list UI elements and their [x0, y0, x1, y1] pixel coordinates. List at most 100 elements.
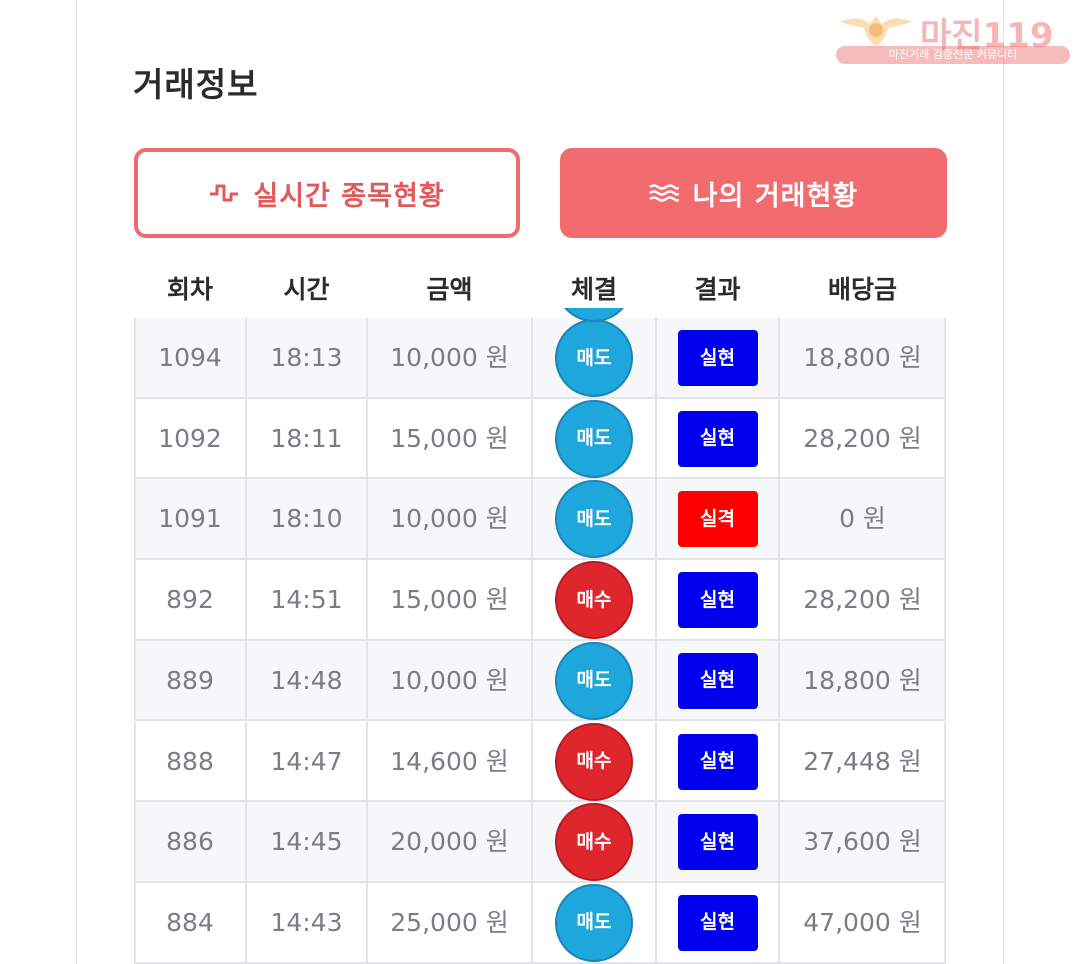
cell-payout: 0 원 — [839, 504, 886, 534]
column-divider — [944, 560, 946, 639]
cell-payout: 37,600 원 — [803, 827, 922, 857]
column-divider — [245, 318, 247, 397]
cell-result: 실현 — [656, 399, 779, 479]
trade-table-body: 1094 18:13 10,000 원 매도 실현 18,800 원 1092 18:11 15… — [134, 318, 946, 964]
sell-badge: 매도 — [555, 480, 633, 559]
column-divider — [944, 318, 946, 397]
cell-round: 884 — [166, 907, 214, 937]
cell-result: 실격 — [656, 479, 779, 559]
cell-payout: 28,200 원 — [803, 585, 922, 615]
column-divider — [245, 882, 247, 962]
my-trades-label: 나의 거래현황 — [692, 180, 859, 212]
sell-badge: 매도 — [555, 319, 633, 397]
my-trades-button[interactable]: 나의 거래현황 — [560, 148, 947, 238]
cell-round: 888 — [166, 746, 214, 776]
cell-payout: 18,800 원 — [803, 343, 922, 372]
column-divider — [531, 560, 533, 639]
column-divider — [531, 318, 533, 397]
table-row: 1094 18:13 10,000 원 매도 실현 18,800 원 — [134, 318, 946, 399]
column-divider — [944, 398, 946, 478]
sell-badge: 매도 — [555, 883, 633, 962]
table-row: 889 14:48 10,000 원 매도 실현 18,800 원 — [134, 640, 946, 722]
cell-trade: 매도 — [532, 883, 656, 963]
cell-round: 889 — [166, 665, 214, 695]
success-badge: 실현 — [677, 572, 758, 629]
cell-trade: 매도 — [532, 479, 656, 559]
cell-trade: 매도 — [532, 399, 656, 479]
cell-time: 14:45 — [270, 827, 343, 857]
table-row: 892 14:51 15,000 원 매수 실현 28,200 원 — [134, 560, 946, 641]
column-divider — [366, 721, 368, 801]
cell-amount: 25,000 원 — [390, 907, 509, 937]
cell-round: 892 — [166, 585, 214, 615]
cell-time: 18:11 — [270, 423, 343, 453]
cell-result: 실현 — [656, 641, 779, 721]
column-divider — [944, 640, 946, 720]
column-divider — [366, 318, 368, 397]
column-divider — [944, 479, 946, 559]
cell-trade: 매도 — [532, 641, 656, 721]
column-divider — [134, 802, 136, 881]
column-divider — [944, 882, 946, 962]
cell-amount: 20,000 원 — [390, 827, 509, 857]
cell-time: 14:48 — [270, 665, 343, 695]
cell-amount: 15,000 원 — [390, 423, 509, 453]
header-round: 회차 — [166, 275, 213, 304]
cell-round: 1094 — [158, 343, 222, 372]
column-divider — [134, 318, 136, 397]
success-badge: 실현 — [677, 814, 758, 871]
success-badge: 실현 — [677, 652, 758, 709]
cell-time: 18:10 — [270, 504, 343, 534]
cell-time: 18:13 — [270, 343, 343, 372]
column-divider — [245, 802, 247, 881]
sell-badge: 매도 — [555, 399, 633, 478]
table-row: 1091 18:10 10,000 원 매도 실격 0 원 — [134, 479, 946, 561]
column-divider — [778, 802, 780, 881]
cell-amount: 10,000 원 — [390, 343, 509, 372]
buy-badge: 매수 — [555, 561, 633, 640]
scrolled-row-indicator — [555, 308, 633, 322]
column-divider — [944, 802, 946, 881]
column-divider — [245, 479, 247, 559]
fail-badge: 실격 — [677, 491, 758, 548]
cell-round: 1092 — [158, 423, 222, 453]
cell-result: 실현 — [656, 722, 779, 802]
column-divider — [134, 479, 136, 559]
cell-time: 14:43 — [270, 907, 343, 937]
table-row: 888 14:47 14,600 원 매수 실현 27,448 원 — [134, 721, 946, 803]
cell-payout: 27,448 원 — [803, 746, 922, 776]
column-divider — [655, 882, 657, 962]
buy-badge: 매수 — [555, 803, 633, 882]
table-header: 회차 시간 금액 체결 결과 배당금 — [134, 262, 946, 318]
column-divider — [245, 398, 247, 478]
column-divider — [655, 640, 657, 720]
cell-result: 실현 — [656, 560, 779, 640]
column-divider — [245, 640, 247, 720]
column-divider — [245, 560, 247, 639]
column-divider — [245, 721, 247, 801]
cell-payout: 47,000 원 — [803, 907, 922, 937]
column-divider — [531, 882, 533, 962]
column-divider — [366, 560, 368, 639]
cell-trade: 매수 — [532, 802, 656, 882]
column-divider — [134, 721, 136, 801]
column-divider — [778, 398, 780, 478]
live-status-button[interactable]: 실시간 종목현황 — [134, 148, 520, 238]
column-divider — [531, 479, 533, 559]
cell-result: 실현 — [656, 883, 779, 963]
column-divider — [778, 882, 780, 962]
cell-amount: 14,600 원 — [390, 746, 509, 776]
sell-badge: 매도 — [555, 641, 633, 720]
cell-trade: 매도 — [532, 318, 656, 398]
column-divider — [655, 721, 657, 801]
column-divider — [134, 560, 136, 639]
column-divider — [366, 802, 368, 881]
cell-time: 14:47 — [270, 746, 343, 776]
cell-trade: 매수 — [532, 722, 656, 802]
success-badge: 실현 — [677, 894, 758, 951]
column-divider — [778, 640, 780, 720]
column-divider — [134, 640, 136, 720]
table-row: 884 14:43 25,000 원 매도 실현 47,000 원 — [134, 882, 946, 964]
header-time: 시간 — [283, 275, 330, 304]
cell-amount: 10,000 원 — [390, 504, 509, 534]
